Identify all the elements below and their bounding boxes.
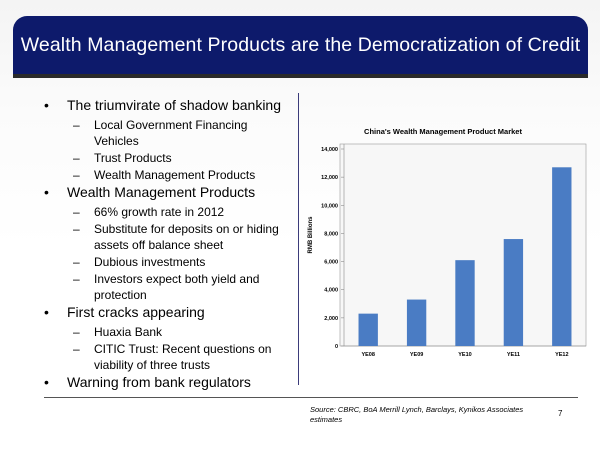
sub-bullet-item: Dubious investments xyxy=(44,254,294,270)
x-tick-label: YE09 xyxy=(410,352,423,358)
y-tick-label: 12,000 xyxy=(321,175,338,181)
sub-bullet-item: Investors expect both yield and protecti… xyxy=(44,271,294,303)
divider-vertical xyxy=(298,93,299,385)
y-tick-label: 2,000 xyxy=(324,316,338,322)
sub-bullet-item: CITIC Trust: Recent questions on viabili… xyxy=(44,341,294,373)
sub-bullet-item: Huaxia Bank xyxy=(44,324,294,340)
sub-bullet-item: 66% growth rate in 2012 xyxy=(44,204,294,220)
wmp-market-chart: China's Wealth Management Product Market… xyxy=(308,127,587,358)
x-tick-label: YE11 xyxy=(507,352,520,358)
y-tick-label: 4,000 xyxy=(324,288,338,294)
y-tick-label: 10,000 xyxy=(321,203,338,209)
bullet-item: Wealth Management Products xyxy=(44,184,294,201)
bar-ye12 xyxy=(552,167,572,346)
y-axis-label: RMB Billions xyxy=(308,216,314,254)
x-tick-label: YE08 xyxy=(361,352,374,358)
bullet-item: Warning from bank regulators xyxy=(44,374,294,391)
sub-bullet-item: Wealth Management Products xyxy=(44,167,294,183)
bullet-item: First cracks appearing xyxy=(44,304,294,321)
page-number: 7 xyxy=(558,409,563,418)
bar-ye11 xyxy=(503,239,524,346)
y-tick-label: 0 xyxy=(335,344,338,350)
y-tick-label: 6,000 xyxy=(324,260,338,266)
source-note: Source: CBRC, BoA Merrill Lynch, Barclay… xyxy=(310,405,524,424)
x-tick-label: YE12 xyxy=(555,352,568,358)
y-tick-label: 8,000 xyxy=(324,231,338,237)
bar-ye08 xyxy=(358,313,378,346)
y-tick-label: 14,000 xyxy=(321,147,338,153)
slide-title: Wealth Management Products are the Democ… xyxy=(20,33,581,56)
sub-bullet-item: Trust Products xyxy=(44,150,294,166)
bullet-item: The triumvirate of shadow banking xyxy=(44,97,294,114)
bullet-list: The triumvirate of shadow banking Local … xyxy=(44,97,294,394)
chart-title: China's Wealth Management Product Market xyxy=(364,127,522,136)
divider-horizontal xyxy=(44,397,578,398)
x-tick-label: YE10 xyxy=(458,352,471,358)
bar-ye10 xyxy=(455,260,475,346)
title-bar: Wealth Management Products are the Democ… xyxy=(13,16,588,74)
bar-ye09 xyxy=(406,299,427,346)
sub-bullet-item: Substitute for deposits on or hiding ass… xyxy=(44,221,294,253)
sub-bullet-item: Local Government Financing Vehicles xyxy=(44,117,294,149)
